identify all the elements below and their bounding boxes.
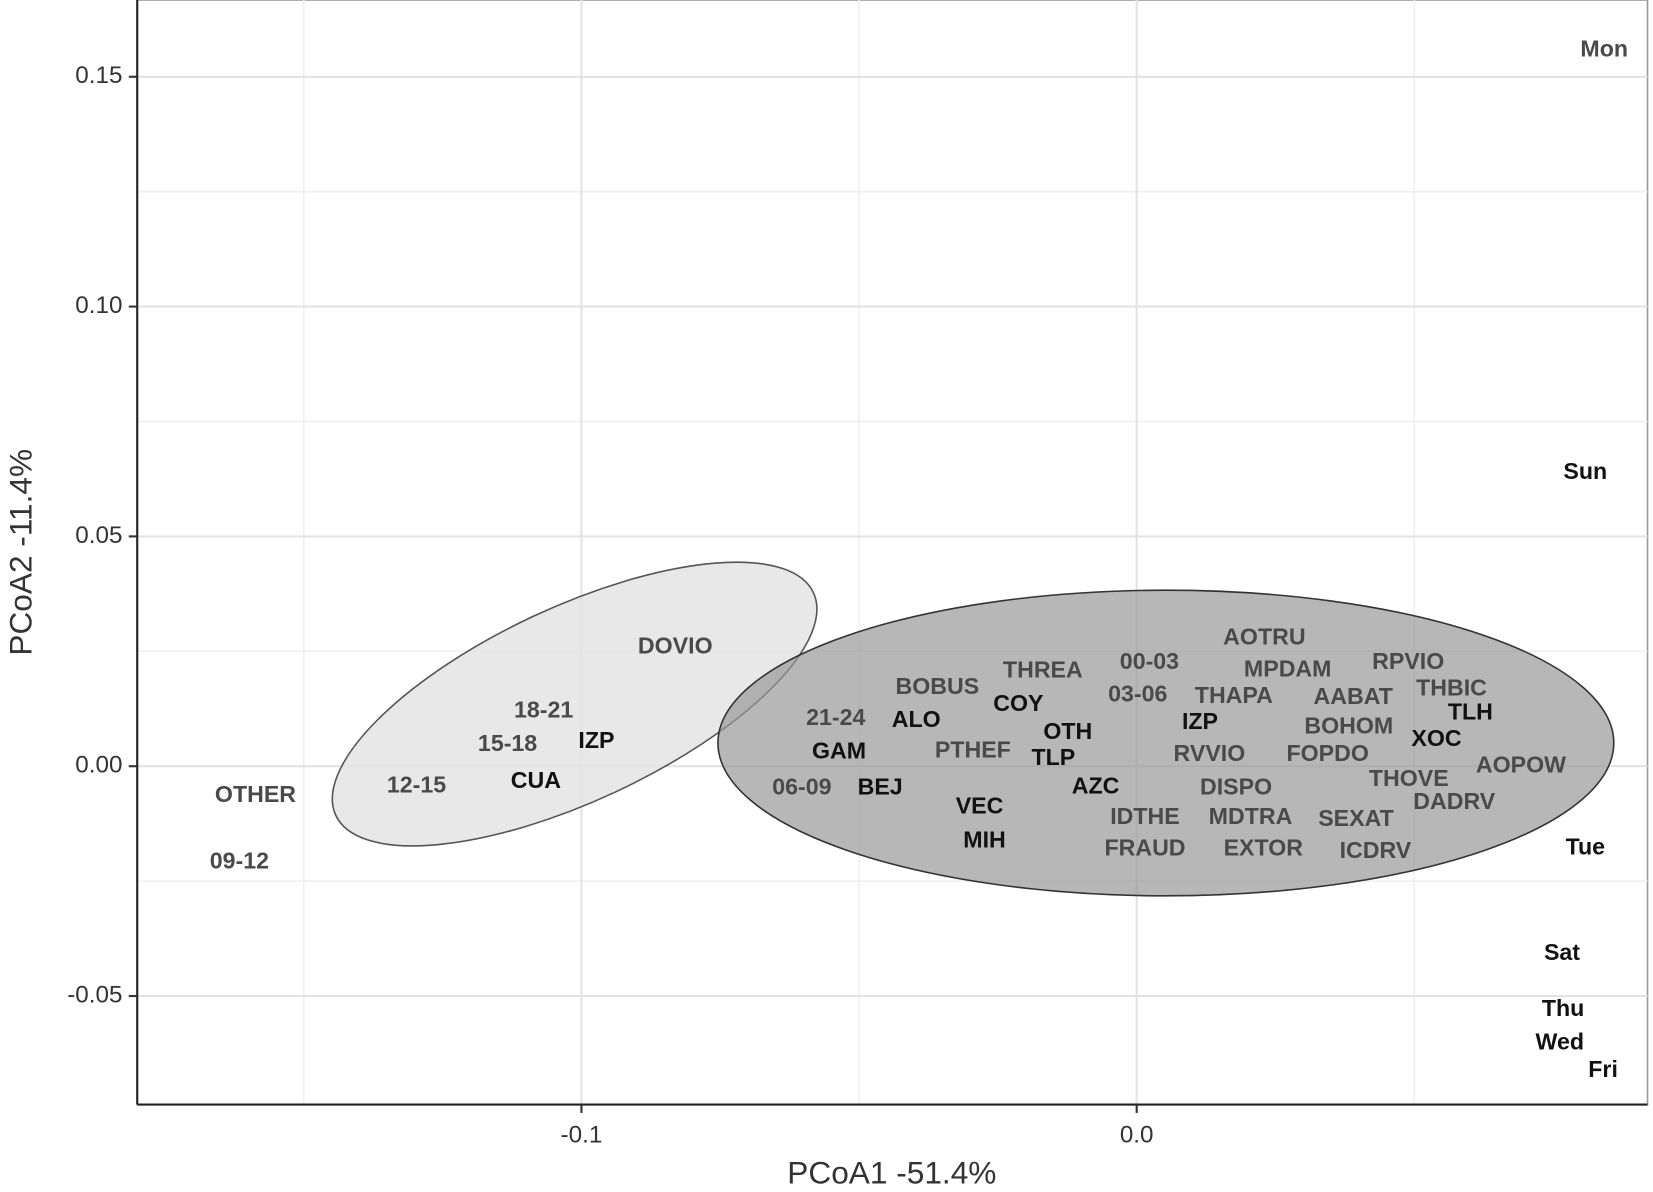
point-label: TLP [1032,744,1076,770]
x-axis-title: PCoA1 -51.4% [787,1154,996,1190]
plot-panel [136,0,1649,1106]
point-label: SEXAT [1318,805,1394,831]
point-label: MPDAM [1244,655,1332,681]
point-label: Fri [1588,1056,1618,1082]
point-label: Tue [1566,834,1606,860]
point-label: ICDRV [1340,837,1412,863]
point-label: AABAT [1314,683,1393,709]
point-label: DOVIO [638,632,713,658]
point-label: 15-18 [478,730,537,756]
point-label: XOC [1411,725,1461,751]
group-ellipse [717,589,1615,897]
y-tick-label: 0.05 [75,522,122,549]
point-label: OTHER [215,781,296,807]
y-axis-title: PCoA2 -11.4% [3,449,39,656]
y-tick-label: 0.00 [75,752,122,779]
point-label: THAPA [1195,682,1273,708]
point-label: THOVE [1369,765,1449,791]
point-label: CUA [511,767,561,793]
point-label: IZP [578,727,614,753]
point-label: 12-15 [387,772,446,798]
point-label: FOPDO [1286,740,1368,766]
x-tick-label: -0.1 [561,1122,603,1149]
point-label: 03-06 [1108,681,1167,707]
point-label: Sun [1563,458,1607,484]
point-label: Sat [1544,939,1580,965]
point-label: ALO [892,706,941,732]
point-label: MDTRA [1209,803,1293,829]
point-label: AOTRU [1223,624,1305,650]
group-ellipse [331,561,818,847]
point-label: THREA [1003,657,1083,683]
point-label: Mon [1580,36,1628,62]
point-label: IDTHE [1110,803,1180,829]
point-label: TLH [1448,698,1493,724]
point-label: 00-03 [1120,648,1179,674]
point-label: 18-21 [514,697,573,723]
point-label: RPVIO [1372,648,1444,674]
point-label: OTH [1043,718,1092,744]
point-label: DISPO [1200,773,1272,799]
point-label: BOHOM [1304,712,1393,738]
y-tick-label: 0.15 [75,62,122,89]
y-tick-label: 0.10 [75,292,122,319]
point-label: 06-09 [772,773,831,799]
point-label: GAM [812,738,866,764]
point-label: AOPOW [1476,751,1566,777]
x-tick-label: 0.0 [1120,1122,1154,1149]
point-label: EXTOR [1224,835,1304,861]
point-label: Wed [1536,1029,1585,1055]
point-label: VEC [956,792,1004,818]
point-label: BEJ [858,773,903,799]
point-label: PTHEF [935,737,1011,763]
point-label: BOBUS [896,673,980,699]
point-label: 09-12 [210,847,269,873]
y-tick-label: -0.05 [67,981,122,1008]
point-label: FRAUD [1104,835,1185,861]
point-label: IZP [1182,708,1218,734]
point-label: DADRV [1413,788,1496,814]
point-label: MIH [963,826,1005,852]
point-label: 21-24 [806,704,865,730]
point-label: COY [993,690,1044,716]
point-label: Thu [1542,995,1584,1021]
point-label: AZC [1072,772,1120,798]
point-label: RVVIO [1174,740,1246,766]
point-label: THBIC [1416,675,1487,701]
